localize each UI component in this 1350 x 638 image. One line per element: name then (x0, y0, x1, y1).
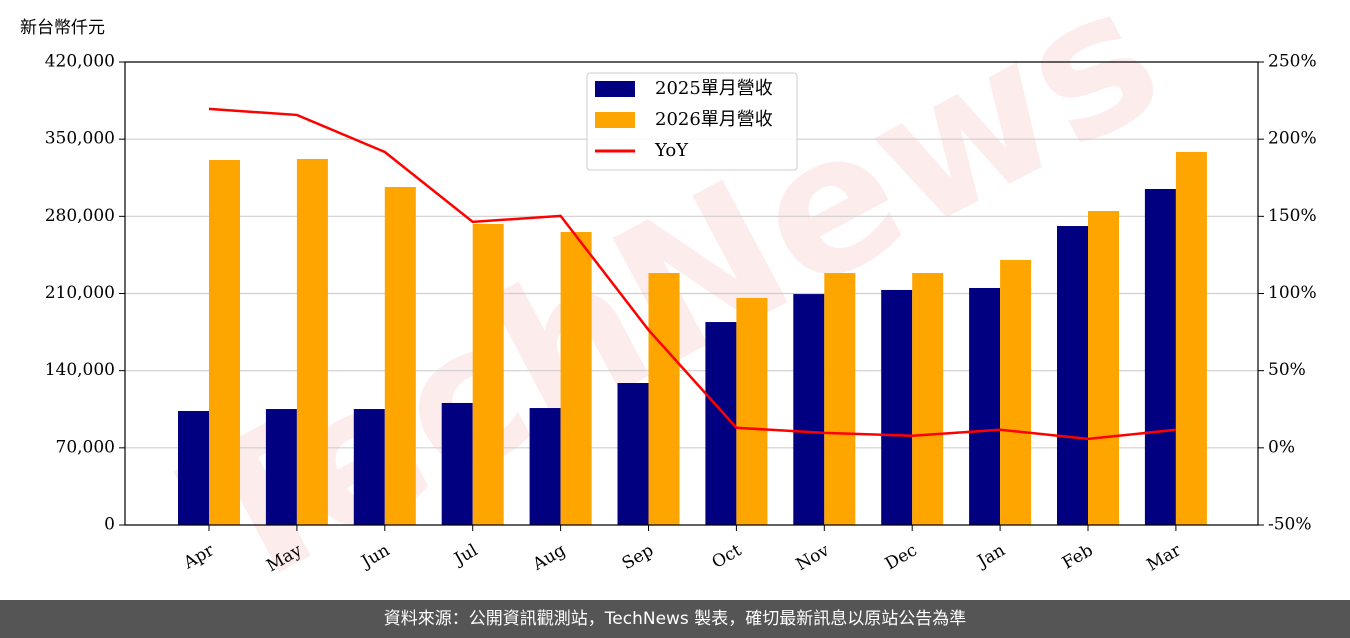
y-tick-label: 0 (104, 515, 115, 535)
x-tick-label: Oct (709, 540, 745, 573)
y2-tick-label: 50% (1268, 360, 1306, 380)
x-tick-label: Jul (449, 540, 481, 570)
x-tick-label: Aug (529, 540, 570, 575)
x-tick-label: Sep (619, 540, 657, 574)
y-tick-label: 420,000 (45, 52, 115, 72)
bar (353, 409, 385, 525)
legend-label: 2025單月營收 (655, 78, 773, 99)
bar (736, 298, 768, 525)
y-tick-label: 280,000 (45, 206, 115, 226)
bar (648, 272, 680, 525)
x-tick-label: Mar (1144, 540, 1186, 576)
bar (296, 159, 328, 525)
footer: 資料來源：公開資訊觀測站，TechNews 製表，確切最新訊息以原站公告為準 (0, 600, 1350, 638)
bar (529, 408, 561, 525)
legend-swatch (595, 81, 635, 97)
line-series (208, 107, 1177, 441)
bar (969, 287, 1001, 525)
x-tick-label: Dec (882, 540, 921, 574)
bar (1144, 188, 1176, 525)
y-tick-label: 140,000 (45, 360, 115, 380)
plot-frame (124, 61, 1259, 526)
bar (793, 294, 825, 525)
bar (560, 231, 592, 526)
y2-tick-label: 0% (1268, 437, 1295, 457)
y-tick-label: 70,000 (56, 437, 115, 457)
bar (1088, 211, 1119, 525)
bar (617, 383, 649, 525)
bar (824, 272, 856, 525)
bar (472, 223, 504, 525)
bar (912, 272, 944, 525)
y2-tick-label: 250% (1268, 52, 1317, 72)
y-tick-label: 210,000 (45, 283, 115, 303)
y2-tick-label: 100% (1268, 283, 1317, 303)
bar (1000, 259, 1032, 525)
legend-label: 2026單月營收 (655, 109, 773, 130)
x-tick-label: Jan (973, 540, 1009, 572)
bar (1057, 226, 1088, 525)
bar (1175, 151, 1207, 525)
legend-label: YoY (654, 140, 689, 161)
bar (384, 187, 416, 525)
bar (209, 160, 240, 526)
y2-tick-label: 200% (1268, 129, 1317, 149)
bar (441, 402, 473, 525)
bar (178, 411, 209, 525)
bar (265, 409, 297, 525)
legend-swatch (595, 112, 635, 128)
x-tick-label: Nov (793, 540, 833, 575)
chart: 新台幣仟元 TechNews070,000140,000210,000280,0… (20, 0, 1317, 634)
bar (881, 289, 913, 525)
y-tick-label: 350,000 (45, 129, 115, 149)
y-axis-label: 新台幣仟元 (20, 18, 105, 38)
y2-tick-label: 150% (1268, 206, 1317, 226)
legend-box (586, 72, 798, 171)
y2-tick-label: -50% (1268, 515, 1312, 535)
x-tick-label: Feb (1059, 540, 1097, 573)
